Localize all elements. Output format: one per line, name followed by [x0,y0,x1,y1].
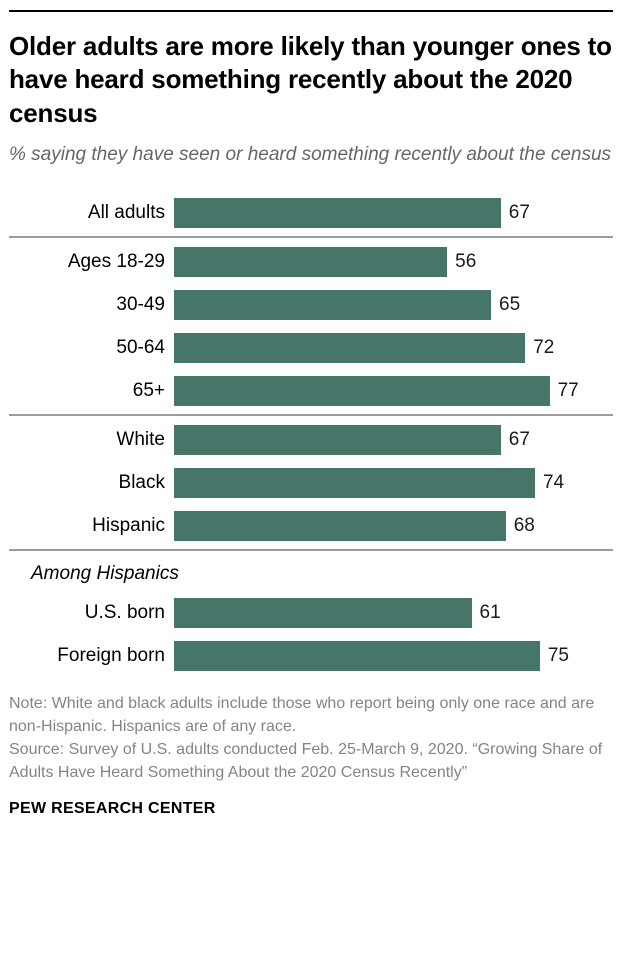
value-label: 74 [542,471,565,493]
bar [174,467,535,498]
group-divider [9,236,613,239]
group-label: Among Hispanics [31,563,179,585]
bar-plot-area: 67 [174,191,613,234]
bar [174,510,506,541]
bar-row: Foreign born 75 [9,634,613,677]
category-label: 65+ [132,379,165,401]
top-rule [9,10,613,12]
value-label: 67 [508,201,530,223]
category-label: 50-64 [116,336,165,358]
bar-row: Hispanic 68 [9,504,613,547]
bar-plot-area: 72 [174,326,613,369]
value-label: 65 [499,293,521,315]
bar-row: Ages 18-29 56 [9,240,613,283]
category-label: Ages 18-29 [67,250,165,272]
bar-plot-area: 61 [174,591,613,634]
chart-title: Older adults are more likely than younge… [9,31,612,128]
category-label: Black [118,471,165,493]
group-divider [9,549,613,552]
bar [174,289,492,320]
bar-row: 65+ 77 [9,369,613,412]
value-label: 61 [479,601,501,623]
bar-plot-area: 56 [174,240,613,283]
value-label: 68 [513,514,535,536]
bar [174,246,448,277]
chart-subtitle: % saying they have seen or heard somethi… [9,143,612,165]
bar-plot-area: 75 [174,634,613,677]
note-text: Note: White and black adults include tho… [9,695,595,736]
bar-row: Black 74 [9,461,613,504]
bar-row: 50-64 72 [9,326,613,369]
value-label: 72 [533,336,555,358]
bar [174,597,472,628]
bar [174,424,501,455]
bar-plot-area: 77 [174,369,613,412]
value-label: 77 [557,379,579,401]
bar-row: U.S. born 61 [9,591,613,634]
bar [174,640,540,671]
value-label: 67 [508,428,530,450]
source-text: Source: Survey of U.S. adults conducted … [9,740,603,781]
bar-plot-area: 68 [174,504,613,547]
bar [174,375,550,406]
bar-plot-area: 65 [174,283,613,326]
bar-plot-area: 74 [174,461,613,504]
value-label: 75 [547,644,569,666]
bar-row: 30-49 65 [9,283,613,326]
bar [174,197,501,228]
category-label: White [116,428,165,450]
category-label: Foreign born [57,644,165,666]
footnotes: Note: White and black adults include tho… [9,693,613,784]
bar-chart: All adults 67 Ages 18-29 56 30-49 65 50-64 72 65… [9,191,613,677]
group-divider [9,414,613,417]
category-label: Hispanic [92,514,165,536]
bar-plot-area: 67 [174,418,613,461]
value-label: 56 [455,250,477,272]
brand-footer: PEW RESEARCH CENTER [9,800,216,818]
category-label: U.S. born [84,601,165,623]
bar-row: All adults 67 [9,191,613,234]
bar-row: White 67 [9,418,613,461]
category-label: All adults [87,201,165,223]
bar [174,332,526,363]
category-label: 30-49 [116,293,165,315]
